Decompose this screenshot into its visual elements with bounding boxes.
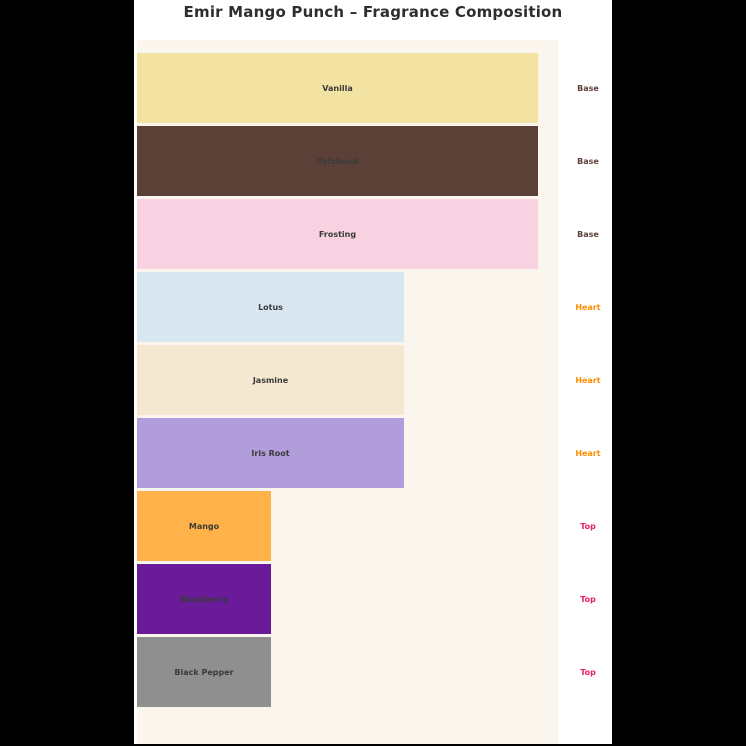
bar-blackberry: Blackberry: [137, 564, 271, 634]
plot-area: Vanilla Patchouli Frosting Lotus Jasmine Iris…: [137, 40, 558, 744]
group-label-top: Top: [580, 521, 596, 531]
bar-vanilla: Vanilla: [137, 53, 538, 123]
bar-label: Frosting: [318, 229, 357, 239]
group-label-heart: Heart: [575, 375, 601, 385]
bar-label: Patchouli: [316, 156, 359, 166]
bar-mango: Mango: [137, 491, 271, 561]
group-label-heart: Heart: [575, 448, 601, 458]
bar-label: Iris Root: [251, 448, 290, 458]
bar-row: Jasmine: [137, 345, 558, 415]
bar-patchouli: Patchouli: [137, 126, 538, 196]
bar-row: Blackberry: [137, 564, 558, 634]
bar-row: Patchouli: [137, 126, 558, 196]
group-label-top: Top: [580, 594, 596, 604]
group-label-base: Base: [577, 229, 599, 239]
bar-row: Vanilla: [137, 53, 558, 123]
bar-row: Mango: [137, 491, 558, 561]
bar-label: Blackberry: [179, 594, 229, 604]
group-label-heart: Heart: [575, 302, 601, 312]
bar-label: Mango: [188, 521, 220, 531]
bar-label: Lotus: [258, 302, 283, 312]
bar-iris-root: Iris Root: [137, 418, 404, 488]
group-label-top: Top: [580, 667, 596, 677]
group-label-base: Base: [577, 83, 599, 93]
bar-jasmine: Jasmine: [137, 345, 404, 415]
bar-label: Vanilla: [322, 83, 353, 93]
bar-black-pepper: Black Pepper: [137, 637, 271, 707]
chart-title: Emir Mango Punch – Fragrance Composition: [183, 3, 563, 21]
bar-label: Jasmine: [252, 375, 289, 385]
bar-label: Black Pepper: [174, 667, 234, 677]
bar-row: Frosting: [137, 199, 558, 269]
group-label-base: Base: [577, 156, 599, 166]
bar-row: Lotus: [137, 272, 558, 342]
bar-row: Iris Root: [137, 418, 558, 488]
bar-row: Black Pepper: [137, 637, 558, 707]
bar-lotus: Lotus: [137, 272, 404, 342]
bar-frosting: Frosting: [137, 199, 538, 269]
chart-figure: Emir Mango Punch – Fragrance Composition…: [134, 0, 612, 744]
